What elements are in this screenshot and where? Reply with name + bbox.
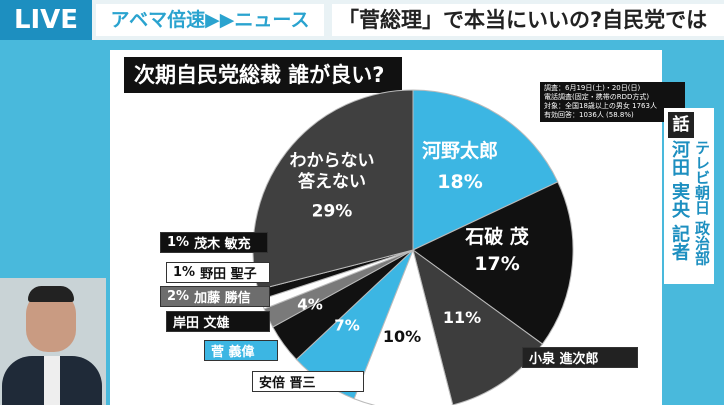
label-box: 岸田 文雄 [166,311,270,332]
talk-mark: 話 [668,112,694,138]
value-label: 29% [311,201,353,222]
survey-line: 対象：全国18歳以上の男女 1763人 [544,102,657,110]
survey-line: 調査：6月19日(土)・20日(日) [544,84,641,92]
camera-inset [0,278,106,405]
value-label: 17% [474,253,520,276]
label-box: 小泉 進次郎 [522,347,638,368]
pie-slice [412,181,574,345]
value-label: 1% [173,265,196,280]
value-label: 7% [334,316,360,335]
value-label: 10% [382,327,422,346]
label-box: 2% 加藤 勝信 [160,286,270,307]
survey-line: 有効回答：1036人 (58.8%) [544,111,634,119]
value-label: 11% [442,308,482,327]
label-box: 菅 義偉 [204,340,278,361]
pie-slice [252,89,414,291]
reporter-name: 河田 実央 記者 [669,140,690,261]
hair [28,286,74,302]
value-label: 4% [297,295,323,314]
slice-name: 茂木 敏充 [194,237,251,252]
label-box: 安倍 晋三 [252,371,364,392]
label-box: 1% 野田 聖子 [166,262,270,283]
shirt [44,356,60,405]
slice-name: 石破 茂 [465,226,529,249]
headline: 「菅総理」で本当にいいの?自民党では [332,4,724,36]
pie-slice [412,89,559,251]
survey-line: 電話調査(固定・携帯のRDD方式) [544,93,650,101]
slice-name: 加藤 勝信 [194,291,251,306]
survey-note: 調査：6月19日(土)・20日(日) 電話調査(固定・携帯のRDD方式) 対象：全国… [540,82,685,122]
slice-name: 河野太郎 [421,140,499,163]
value-label: 18% [437,171,483,194]
slice-name: 岸田 文雄 [173,316,230,331]
chart-title: 次期自民党総裁 誰が良い? [124,57,402,93]
slice-name: わからない 答えない [289,150,375,192]
slice-name: 菅 義偉 [211,345,255,360]
slice-name: 安倍 晋三 [259,376,316,391]
label-box: 1% 茂木 敏充 [160,232,268,253]
reporter-affiliation: テレビ朝日 政治部 [693,140,711,266]
pie-slice [353,248,454,405]
slice-name: 小泉 進次郎 [529,352,599,367]
slice-name: 野田 聖子 [200,267,257,282]
live-badge: LIVE [0,0,92,40]
value-label: 1% [167,235,190,250]
value-label: 2% [167,289,190,304]
program-name: アベマ倍速▶▶ニュース [96,4,324,36]
